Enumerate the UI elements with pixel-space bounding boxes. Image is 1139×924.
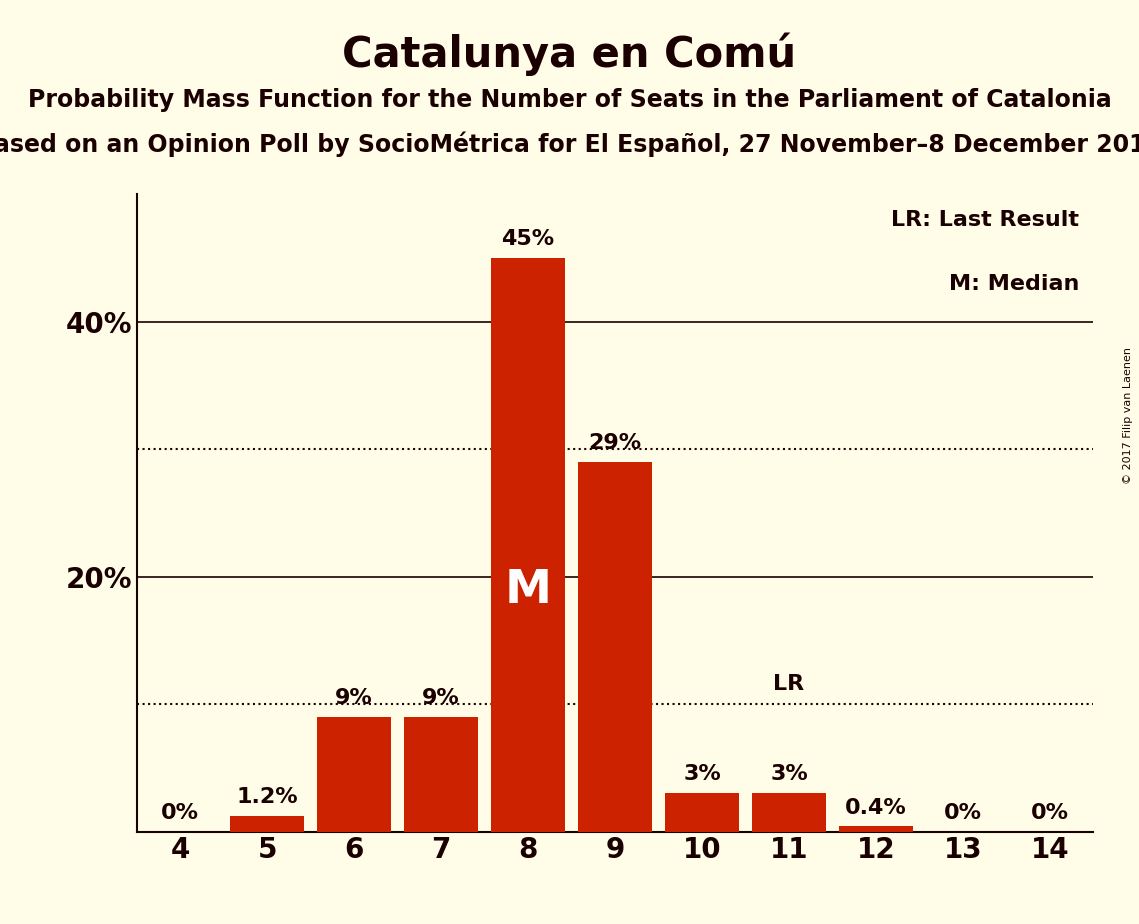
Bar bbox=[404, 717, 478, 832]
Bar bbox=[665, 794, 739, 832]
Bar bbox=[579, 462, 652, 832]
Text: 0%: 0% bbox=[944, 803, 982, 822]
Text: 29%: 29% bbox=[589, 432, 641, 453]
Text: 0.4%: 0.4% bbox=[845, 797, 907, 818]
Bar bbox=[839, 826, 913, 832]
Text: 3%: 3% bbox=[770, 764, 808, 784]
Text: LR: Last Result: LR: Last Result bbox=[891, 210, 1079, 230]
Text: LR: LR bbox=[773, 674, 804, 694]
Text: 1.2%: 1.2% bbox=[236, 787, 298, 808]
Bar bbox=[491, 258, 565, 832]
Bar bbox=[230, 816, 304, 832]
Text: Probability Mass Function for the Number of Seats in the Parliament of Catalonia: Probability Mass Function for the Number… bbox=[27, 88, 1112, 112]
Text: © 2017 Filip van Laenen: © 2017 Filip van Laenen bbox=[1123, 347, 1133, 484]
Text: Catalunya en Comú: Catalunya en Comú bbox=[343, 32, 796, 76]
Text: 45%: 45% bbox=[501, 229, 555, 249]
Text: 0%: 0% bbox=[162, 803, 199, 822]
Text: Based on an Opinion Poll by SocioMétrica for El Español, 27 November–8 December : Based on an Opinion Poll by SocioMétrica… bbox=[0, 131, 1139, 157]
Bar bbox=[317, 717, 391, 832]
Text: 9%: 9% bbox=[423, 687, 460, 708]
Text: 9%: 9% bbox=[335, 687, 372, 708]
Text: 0%: 0% bbox=[1031, 803, 1068, 822]
Text: M: Median: M: Median bbox=[949, 274, 1079, 294]
Text: M: M bbox=[505, 568, 551, 614]
Bar bbox=[752, 794, 826, 832]
Text: 3%: 3% bbox=[683, 764, 721, 784]
